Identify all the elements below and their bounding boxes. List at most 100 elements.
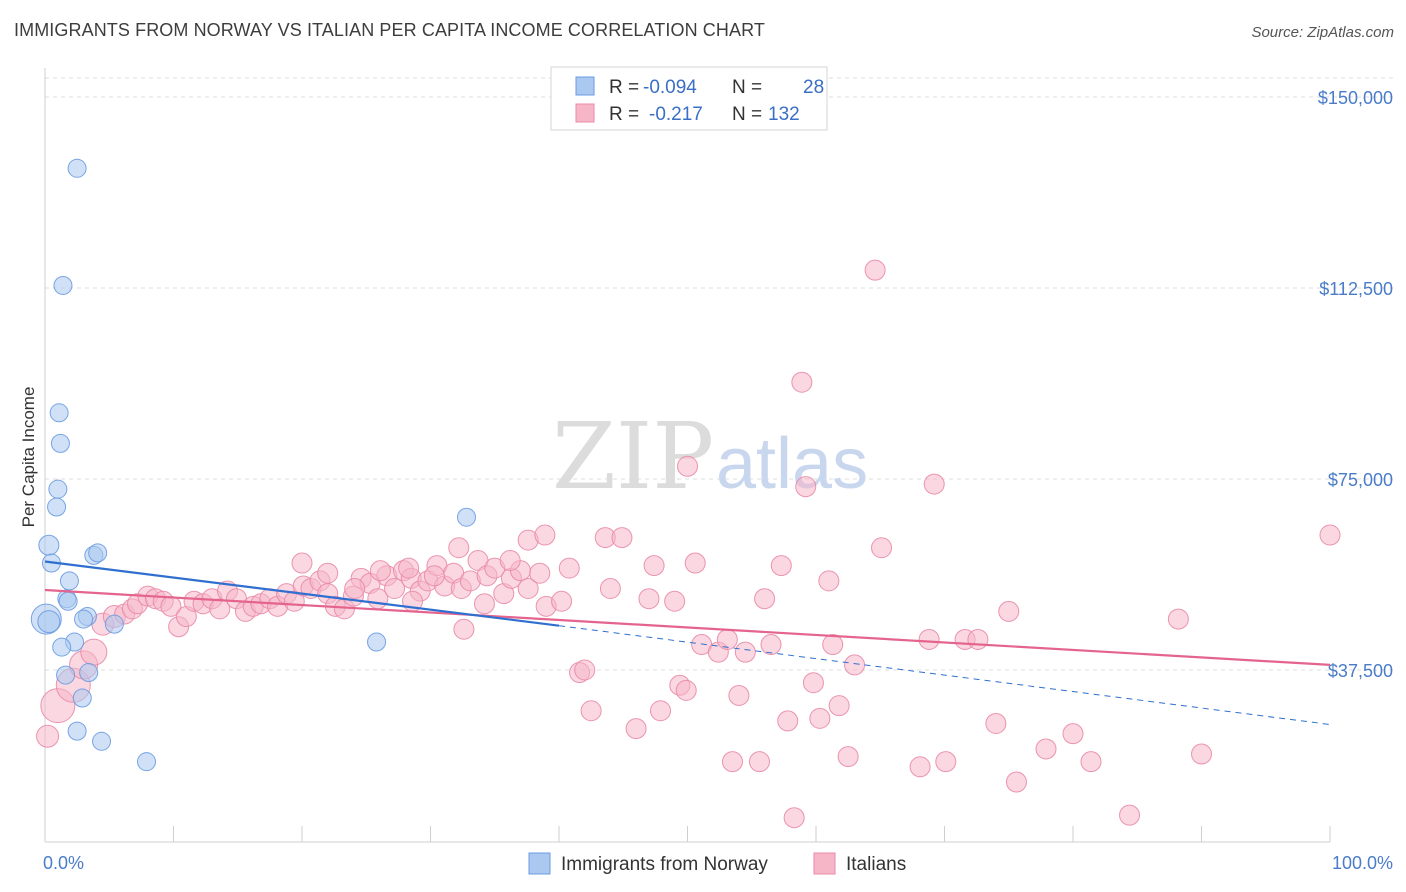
norway-point — [37, 610, 61, 634]
italian-point — [760, 634, 782, 656]
norway-point — [59, 571, 79, 591]
source-label: Source: ZipAtlas.com — [1251, 24, 1394, 41]
italian-point — [871, 537, 893, 559]
italian-point — [777, 710, 799, 732]
italian-point — [967, 628, 989, 650]
italian-point — [935, 751, 957, 773]
italian-point — [985, 712, 1007, 734]
norway-point — [367, 632, 387, 652]
italian-point — [923, 473, 945, 495]
italian-point — [574, 659, 596, 681]
italian-point — [754, 588, 776, 610]
italian-point — [675, 679, 697, 701]
norway-point — [50, 433, 70, 453]
legend-swatch-italian — [575, 103, 595, 123]
italian-point — [599, 578, 621, 600]
italian-point — [558, 557, 580, 579]
italian-point — [638, 588, 660, 610]
italian-point — [822, 634, 844, 656]
italian-point — [998, 600, 1020, 622]
norway-point — [137, 752, 157, 772]
italian-point — [209, 598, 231, 620]
italian-point — [80, 638, 108, 666]
italian-point — [643, 555, 665, 577]
legend-r-label-1: R = — [609, 77, 639, 98]
legend-bottom-label-norway: Immigrants from Norway — [561, 854, 768, 875]
italian-point — [453, 618, 475, 640]
italian-point — [909, 756, 931, 778]
italian-point — [770, 555, 792, 577]
italian-point — [864, 259, 886, 281]
chart-title: IMMIGRANTS FROM NORWAY VS ITALIAN PER CA… — [14, 20, 765, 40]
italian-point — [384, 578, 406, 600]
italian-point — [1119, 804, 1141, 826]
italian-point — [580, 700, 602, 722]
italian-point — [551, 590, 573, 612]
legend-r-value-1: -0.094 — [643, 77, 697, 98]
norway-point — [67, 158, 87, 178]
italian-point — [734, 641, 756, 663]
legend-swatch-norway — [575, 76, 595, 96]
norway-point — [58, 591, 78, 611]
legend-r-label-2: R = — [609, 104, 639, 125]
legend-r-value-2: -0.217 — [649, 104, 703, 125]
italian-point — [809, 707, 831, 729]
italian-point — [611, 527, 633, 549]
watermark: ZIP atlas — [552, 403, 868, 510]
italian-point — [791, 371, 813, 393]
italian-point — [473, 593, 495, 615]
norway-point — [72, 688, 92, 708]
norway-trend-extension — [558, 625, 1331, 725]
norway-point — [38, 534, 60, 556]
italian-point — [448, 537, 470, 559]
grid-lines — [45, 77, 1395, 671]
norway-point — [49, 403, 69, 423]
norway-trend-line — [44, 560, 560, 627]
italian-point — [499, 549, 521, 571]
italian-point — [828, 695, 850, 717]
italian-point — [517, 578, 539, 600]
axes — [44, 68, 1331, 843]
norway-point — [67, 721, 87, 741]
italian-point — [721, 751, 743, 773]
italian-point — [36, 724, 60, 748]
italian-point — [317, 562, 339, 584]
italian-point — [1191, 743, 1212, 765]
y-tick-label: $112,500 — [1319, 279, 1393, 299]
x-tick-labels: 0.0% 100.0% — [43, 853, 1393, 873]
italian-point — [677, 455, 698, 477]
italian-point — [369, 560, 391, 582]
norway-point — [79, 663, 99, 683]
legend-n-label-1: N = — [732, 77, 762, 98]
italian-point — [795, 476, 817, 498]
norway-point — [47, 497, 67, 517]
italian-point — [1319, 524, 1341, 546]
italian-point — [918, 628, 940, 650]
italian-point — [716, 628, 738, 650]
legend-n-value-1: 28 — [803, 77, 824, 98]
italian-point — [529, 562, 551, 584]
italian-point — [728, 684, 750, 706]
italian-point — [748, 751, 770, 773]
italian-point — [802, 672, 824, 694]
norway-point — [53, 275, 73, 295]
italian-trend-line — [44, 588, 1331, 667]
italian-point — [344, 578, 366, 600]
italian-point — [423, 565, 445, 587]
italian-point — [1062, 723, 1084, 745]
italian-point — [818, 570, 840, 592]
norway-point — [52, 637, 72, 657]
x-tick-label-left: 0.0% — [43, 853, 84, 873]
italian-point — [398, 557, 420, 579]
italian-point — [844, 654, 866, 676]
y-tick-labels: $150,000 $112,500 $75,000 $37,500 — [1318, 88, 1393, 681]
watermark-atlas: atlas — [716, 424, 868, 504]
legend-bottom-swatch-italian — [813, 852, 836, 875]
legend-top-box — [550, 66, 828, 131]
x-tick-label-right: 100.0% — [1332, 853, 1393, 873]
norway-point — [92, 731, 112, 751]
italian-point — [1080, 751, 1102, 773]
norway-points — [30, 158, 476, 772]
italian-point — [684, 552, 706, 574]
